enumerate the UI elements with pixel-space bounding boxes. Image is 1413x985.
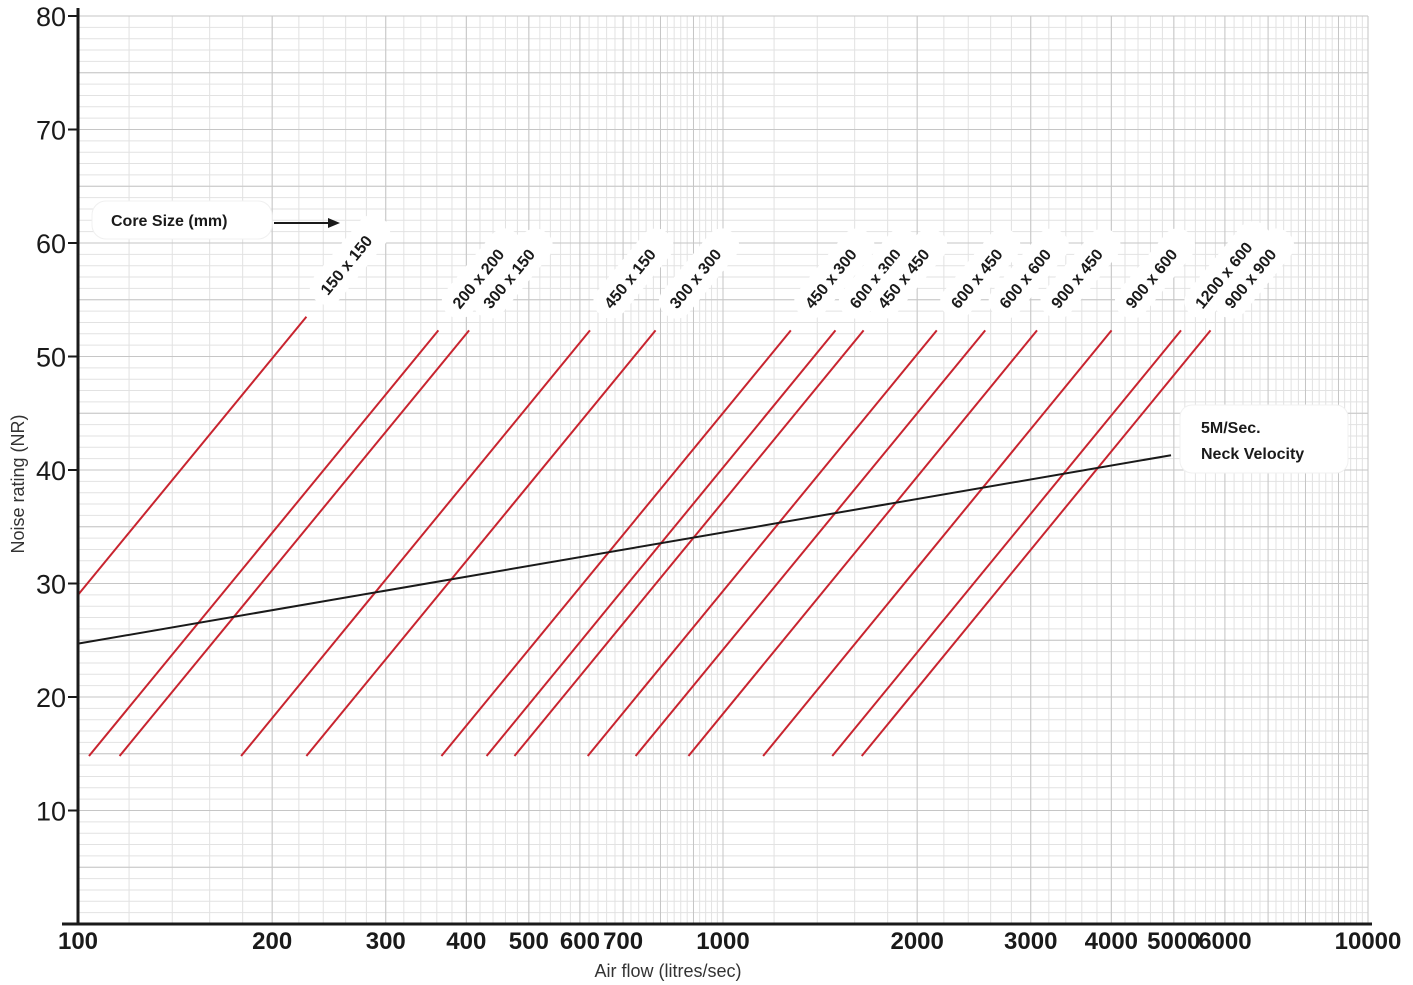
x-tick-label: 700 bbox=[603, 928, 643, 955]
x-tick-label: 1000 bbox=[696, 928, 749, 955]
series-label-pill bbox=[1213, 228, 1295, 319]
series-label-pill bbox=[441, 228, 523, 319]
neck-velocity-line-group bbox=[77, 454, 1172, 645]
series-label-pill bbox=[472, 228, 553, 319]
x-tick-label: 400 bbox=[446, 928, 486, 955]
series-label-pill bbox=[658, 228, 740, 319]
y-axis-title: Noise rating (NR) bbox=[8, 414, 28, 553]
neck-velocity-label-line-1: 5M/Sec. bbox=[1201, 420, 1261, 437]
series-line bbox=[762, 329, 1113, 757]
x-tick-label: 4000 bbox=[1085, 928, 1138, 955]
series-label-pill bbox=[309, 214, 391, 306]
series-line bbox=[88, 329, 440, 757]
series-label-pill bbox=[1114, 228, 1196, 319]
series-line bbox=[586, 329, 938, 757]
y-tick-label: 80 bbox=[36, 2, 66, 32]
x-tick-label: 200 bbox=[252, 928, 292, 955]
neck-velocity-line bbox=[77, 454, 1172, 645]
arrow-head-icon bbox=[328, 218, 340, 228]
x-tick-label: 3000 bbox=[1004, 928, 1057, 955]
y-tick-label: 10 bbox=[36, 797, 66, 827]
x-tick-label: 2000 bbox=[890, 928, 943, 955]
core-size-lines bbox=[77, 316, 1212, 757]
major-grid bbox=[77, 15, 1369, 925]
series-line bbox=[240, 329, 591, 757]
series-label-pill bbox=[1184, 221, 1271, 319]
series-line bbox=[77, 316, 308, 596]
series-line bbox=[118, 329, 470, 757]
y-tick-label: 60 bbox=[36, 229, 66, 259]
x-axis-title: Air flow (litres/sec) bbox=[594, 961, 741, 981]
y-tick-label: 20 bbox=[36, 683, 66, 713]
series-line bbox=[860, 329, 1212, 757]
series-label-pill bbox=[988, 228, 1069, 319]
series-label-pill bbox=[1040, 228, 1121, 319]
core-size-pill: Core Size (mm) bbox=[91, 200, 340, 240]
series-label-pill bbox=[866, 228, 948, 319]
x-tick-label: 100 bbox=[58, 928, 98, 955]
core-size-label: Core Size (mm) bbox=[111, 213, 227, 230]
y-tick-label: 30 bbox=[36, 570, 66, 600]
y-tick-label: 50 bbox=[36, 343, 66, 373]
series-label: 600 x 600 bbox=[988, 228, 1069, 319]
series-label-pill bbox=[794, 228, 875, 319]
series-label-pill bbox=[940, 228, 1021, 319]
y-tick-label: 70 bbox=[36, 116, 66, 146]
series-line bbox=[687, 329, 1038, 757]
series-line bbox=[305, 329, 657, 757]
series-line bbox=[513, 329, 865, 757]
neck-velocity-callout: 5M/Sec. Neck Velocity bbox=[1179, 404, 1349, 474]
x-tick-label: 300 bbox=[366, 928, 406, 955]
x-tick-label: 5000 bbox=[1147, 928, 1200, 955]
series-label-pill bbox=[593, 228, 674, 319]
x-tick-label: 500 bbox=[509, 928, 549, 955]
y-tick-label: 40 bbox=[36, 456, 66, 486]
x-tick-label: 600 bbox=[560, 928, 600, 955]
x-tick-label: 10000 bbox=[1335, 928, 1402, 955]
series-line bbox=[831, 329, 1182, 757]
x-tick-label: 6000 bbox=[1198, 928, 1251, 955]
x-tick-labels: 100 200 300 400 500 600 700 1000 2000 3000 4000 500… bbox=[58, 928, 1401, 955]
series-label-pill bbox=[838, 228, 920, 319]
series-line bbox=[440, 329, 792, 757]
neck-velocity-label-line-2: Neck Velocity bbox=[1201, 446, 1304, 463]
y-tick-labels: 10 20 30 40 50 60 70 80 bbox=[36, 2, 66, 827]
axes bbox=[62, 8, 1372, 926]
series-line bbox=[634, 329, 986, 757]
